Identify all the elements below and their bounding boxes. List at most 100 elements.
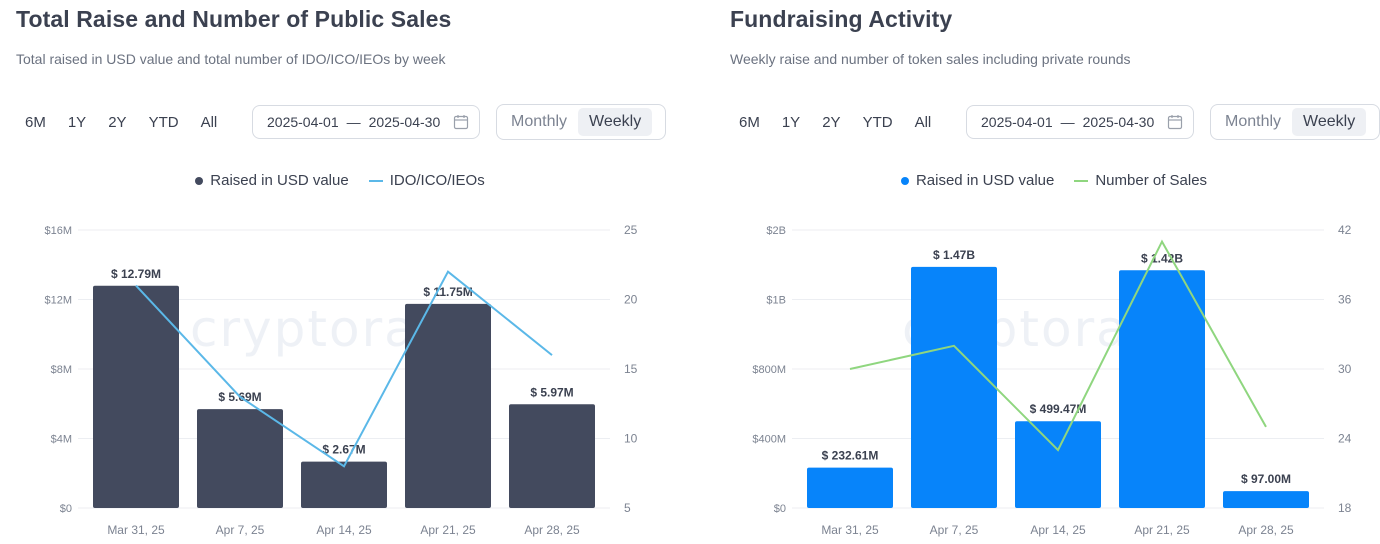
range-2y-button[interactable]: 2Y [108,114,127,131]
panel-subtitle: Weekly raise and number of token sales i… [730,51,1131,67]
range-all-button[interactable]: All [200,114,218,131]
y-right-tick-label: 30 [1338,362,1352,376]
range-1y-button[interactable]: 1Y [781,114,801,131]
date-to: 2025-04-30 [1082,114,1155,130]
y-left-tick-label: $1B [766,295,786,307]
x-tick-label: Apr 28, 25 [524,523,580,537]
y-left-tick-label: $2B [766,225,786,237]
bar-data-label: $ 1.47B [933,248,975,262]
y-left-tick-label: $16M [44,225,72,237]
bar-data-label: $ 12.79M [111,267,161,281]
y-left-tick-label: $0 [774,503,786,515]
y-left-tick-label: $0 [60,503,72,515]
x-tick-label: Apr 7, 25 [930,523,979,537]
legend-label: Raised in USD value [210,172,349,189]
date-range-picker[interactable]: 2025-04-01 — 2025-04-30 [252,105,480,139]
y-right-tick-label: 10 [624,432,638,446]
y-left-tick-label: $800M [752,364,786,376]
bar [807,467,893,508]
chart-legend: Raised in USD value Number of Sales [714,172,1380,189]
period-toggle: Monthly Weekly [1210,104,1380,140]
series-line [135,270,553,468]
bar [1015,421,1101,508]
date-separator: — [346,114,361,130]
y-right-tick-label: 24 [1338,432,1352,446]
legend-dot-icon [900,176,909,185]
legend-label: IDO/ICO/IEOs [389,172,485,189]
period-toggle: Monthly Weekly [496,104,666,140]
range-ytd-button[interactable]: YTD [862,114,893,131]
legend-item-sales[interactable]: IDO/ICO/IEOs [368,172,485,189]
x-tick-label: Apr 21, 25 [420,523,476,537]
legend-dot-icon [195,176,204,185]
weekly-button[interactable]: Weekly [1292,108,1367,136]
weekly-button[interactable]: Weekly [578,108,653,136]
y-right-tick-label: 18 [1338,501,1352,515]
range-6m-button[interactable]: 6M [739,114,760,131]
bar-data-label: $ 232.61M [822,449,879,463]
date-from: 2025-04-01 [981,114,1053,130]
x-tick-label: Apr 14, 25 [1030,523,1086,537]
legend-label: Number of Sales [1095,172,1208,189]
bar [197,409,283,508]
legend-item-sales[interactable]: Number of Sales [1074,172,1207,189]
bar-data-label: $ 11.75M [423,285,472,299]
bar [509,404,595,508]
bar [1119,270,1205,508]
range-selector: 6M 1Y 2Y YTD All [14,112,228,133]
legend-line-icon [1074,179,1089,182]
date-separator: — [1060,114,1075,130]
y-left-tick-label: $8M [51,364,72,376]
x-tick-label: Apr 28, 25 [1238,523,1294,537]
range-all-button[interactable]: All [914,114,932,131]
range-1y-button[interactable]: 1Y [67,114,87,131]
bar [1223,491,1309,508]
legend-label: Raised in USD value [915,172,1055,189]
calendar-icon [1167,115,1183,130]
x-tick-label: Apr 7, 25 [216,523,265,537]
y-right-tick-label: 36 [1338,293,1352,307]
y-left-tick-label: $4M [51,434,72,446]
panel-title: Fundraising Activity [730,6,953,32]
monthly-button[interactable]: Monthly [511,113,568,130]
date-from: 2025-04-01 [267,114,339,130]
bar-data-label: $ 499.47M [1030,402,1087,416]
bar-data-label: $ 1.42B [1141,251,1183,265]
y-left-tick-label: $400M [752,434,786,446]
range-ytd-button[interactable]: YTD [148,114,179,131]
raise-chart: $0 $4M $8M $12M $16M 5 10 15 20 25 Mar 31, 25 Apr 7… [44,223,638,537]
bar [405,303,491,508]
total-raise-panel: Total Raise and Number of Public Sales T… [0,0,680,544]
monthly-button[interactable]: Monthly [1225,113,1282,130]
bar [93,285,179,508]
fundraising-panel: Fundraising Activity Weekly raise and nu… [714,0,1380,544]
range-6m-button[interactable]: 6M [25,114,46,131]
legend-item-raised[interactable]: Raised in USD value [195,172,349,189]
range-2y-button[interactable]: 2Y [822,114,841,131]
x-tick-label: Mar 31, 25 [821,523,879,537]
date-to: 2025-04-30 [368,114,441,130]
calendar-icon [453,115,469,130]
date-range-picker[interactable]: 2025-04-01 — 2025-04-30 [966,105,1194,139]
y-right-tick-label: 5 [624,501,631,515]
y-right-tick-label: 42 [1338,223,1352,237]
legend-item-raised[interactable]: Raised in USD value [900,172,1055,189]
y-left-tick-label: $12M [44,295,72,307]
bar-data-label: $ 5.97M [530,385,573,399]
y-right-tick-label: 20 [624,293,638,307]
range-selector: 6M 1Y 2Y YTD All [728,112,942,133]
panel-subtitle: Total raised in USD value and total numb… [16,51,446,67]
bar-data-label: $ 2.67M [322,443,365,457]
bar [911,266,997,508]
series-line [849,239,1267,452]
y-right-tick-label: 15 [624,362,638,376]
panel-title: Total Raise and Number of Public Sales [16,6,452,32]
chart-legend: Raised in USD value IDO/ICO/IEOs [0,172,680,189]
x-tick-label: Mar 31, 25 [107,523,165,537]
bar [301,461,387,508]
y-right-tick-label: 25 [624,223,638,237]
fundraising-chart: $0 $400M $800M $1B $2B 18 24 30 36 42 Mar 31, 25 Ap… [752,223,1352,537]
legend-line-icon [368,179,383,182]
x-tick-label: Apr 14, 25 [316,523,372,537]
bar-data-label: $ 97.00M [1241,472,1291,486]
